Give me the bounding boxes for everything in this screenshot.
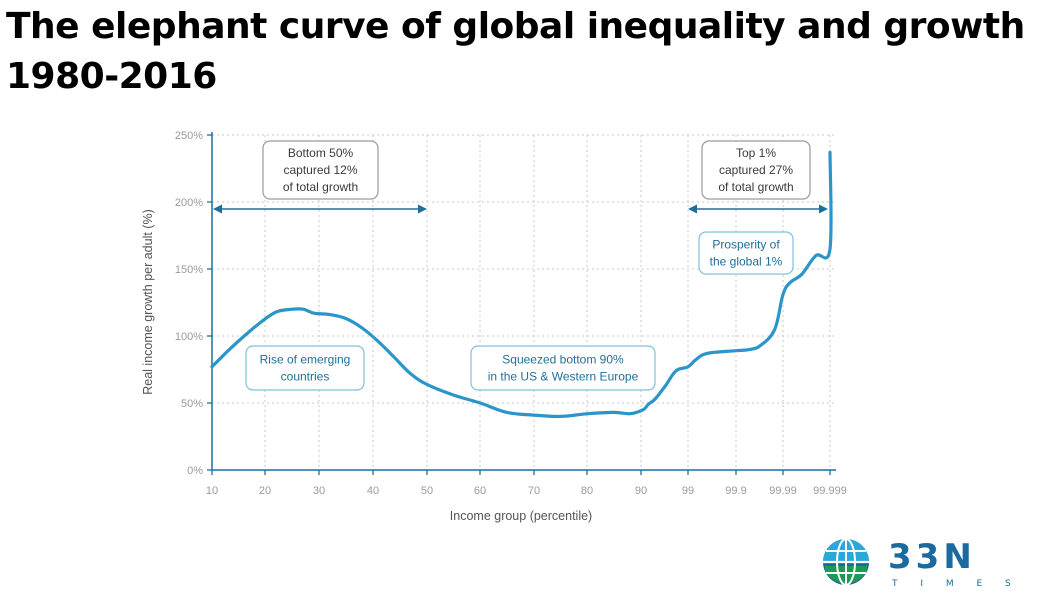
annotation-text: Prosperity of	[712, 238, 780, 252]
x-tick-label: 30	[313, 485, 325, 497]
annotation-squeezed: Squeezed bottom 90% in the US & Western E…	[470, 345, 656, 391]
title-line-1: The elephant curve of global inequality …	[6, 6, 1025, 47]
range-arrow-bottom-50	[213, 204, 427, 214]
chart-ticks: 0% 50% 100% 150% 200% 250% 10 20 30 40 50 60 70 80 90 9…	[175, 130, 847, 497]
chart-axes	[211, 132, 836, 471]
chart-series	[210, 150, 833, 419]
annotation-box	[262, 140, 379, 200]
annotation-text: in the US & Western Europe	[488, 370, 639, 384]
chart-annotations: Bottom 50%captured 12%of total growthTop…	[213, 140, 828, 391]
annotation-box	[245, 345, 365, 391]
x-tick-label: 99	[682, 485, 694, 497]
annotation-text: Top 1%	[736, 146, 776, 160]
33n-times-logo: 33N T I M E S	[823, 537, 1021, 589]
x-tick-label: 50	[421, 485, 433, 497]
y-tick-label: 250%	[175, 130, 203, 142]
x-tick-label: 90	[635, 485, 647, 497]
arrow-head-left	[688, 204, 697, 214]
annotation-text: Bottom 50%	[288, 146, 354, 160]
annotation-text: of total growth	[718, 180, 793, 194]
y-axis-label: Real income growth per adult (%)	[141, 209, 155, 395]
y-tick-label: 0%	[187, 465, 203, 477]
series-line	[210, 150, 833, 419]
arrow-head-left	[213, 204, 222, 214]
range-arrow-top-1	[688, 204, 828, 214]
annotation-box	[701, 140, 811, 200]
annotation-text: of total growth	[283, 180, 358, 194]
x-tick-label: 99.9	[725, 485, 746, 497]
y-tick-label: 50%	[181, 398, 203, 410]
y-tick-label: 100%	[175, 331, 203, 343]
x-tick-label: 99.999	[813, 485, 847, 497]
annotation-text: captured 27%	[719, 163, 793, 177]
title-line-2: 1980-2016	[6, 56, 217, 97]
logo-brand: 33N	[888, 537, 976, 577]
annotation-text: Squeezed bottom 90%	[502, 353, 624, 367]
annotation-box	[470, 345, 656, 391]
annotation-text: the global 1%	[710, 255, 783, 269]
annotation-text: countries	[281, 370, 330, 384]
y-tick-label: 200%	[175, 197, 203, 209]
logo-tagline: T I M E S	[891, 579, 1021, 589]
annotation-text: Rise of emerging	[260, 353, 351, 367]
x-tick-label: 40	[367, 485, 379, 497]
x-tick-label: 60	[474, 485, 486, 497]
x-tick-label: 80	[581, 485, 593, 497]
annotation-top-1: Top 1% captured 27% of total growth	[701, 140, 811, 200]
annotation-prosperity: Prosperity of the global 1%	[698, 231, 794, 275]
annotation-box	[698, 231, 794, 275]
arrow-head-right	[819, 204, 828, 214]
annotation-bottom-50: Bottom 50% captured 12% of total growth	[262, 140, 379, 200]
x-tick-label: 10	[206, 485, 218, 497]
x-tick-label: 20	[259, 485, 271, 497]
y-tick-label: 150%	[175, 264, 203, 276]
globe-icon	[823, 538, 869, 586]
chart-title: The elephant curve of global inequality …	[6, 2, 1046, 102]
arrow-head-right	[418, 204, 427, 214]
x-tick-label: 99.99	[769, 485, 797, 497]
annotation-emerging: Rise of emerging countries	[245, 345, 365, 391]
annotation-text: captured 12%	[283, 163, 357, 177]
x-tick-label: 70	[528, 485, 540, 497]
x-axis-label: Income group (percentile)	[450, 509, 592, 523]
